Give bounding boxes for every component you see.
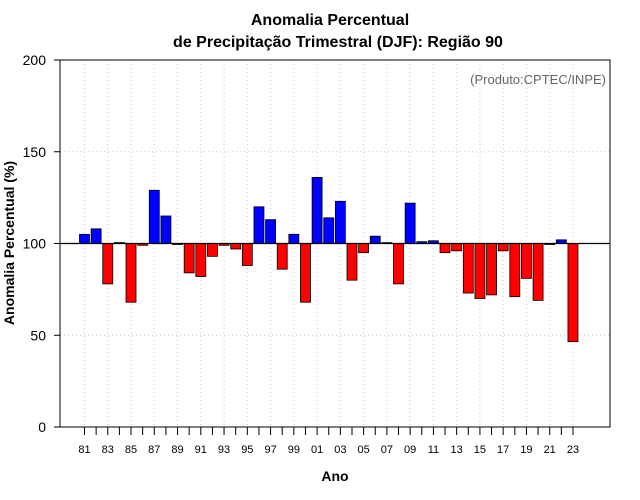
chart-title-line2: de Precipitação Trimestral (DJF): Região… <box>173 34 503 51</box>
x-tick-label: 89 <box>171 444 183 456</box>
x-axis-label: Ano <box>321 468 348 484</box>
x-tick-label: 95 <box>241 444 253 456</box>
x-tick-label: 13 <box>451 444 463 456</box>
bar-2020 <box>532 243 544 301</box>
bar-1983 <box>102 243 114 285</box>
x-axis: 81 83 85 87 89 91 93 95 97 99 01 03 05 07 09 11 13 15 17 19… <box>78 427 579 456</box>
x-tick-label: 19 <box>520 444 532 456</box>
bar-1991 <box>195 243 207 277</box>
x-tick-label: 21 <box>544 444 556 456</box>
bar-1988 <box>160 215 172 244</box>
bar-2008 <box>393 243 404 285</box>
bar-2012 <box>439 243 451 254</box>
bar-2019 <box>521 243 532 279</box>
x-tick-label: 99 <box>288 444 300 456</box>
bar-1990 <box>183 243 195 274</box>
x-tick-label: 09 <box>404 444 416 456</box>
bar-2004 <box>346 243 358 281</box>
bar-1987 <box>148 189 160 244</box>
bar-1992 <box>207 243 218 257</box>
bar-1995 <box>241 243 253 266</box>
y-axis-label: Anomalia Percentual (%) <box>1 161 17 325</box>
bar-2023 <box>567 243 579 343</box>
bar-2018 <box>509 243 521 298</box>
bar-1996 <box>253 206 265 244</box>
y-tick-label: 200 <box>23 52 47 68</box>
y-tick-label: 100 <box>23 236 47 252</box>
bar-2013 <box>451 243 463 252</box>
bar-2017 <box>497 243 509 252</box>
bar-2002 <box>323 217 335 244</box>
x-tick-label: 83 <box>102 444 114 456</box>
bar-2014 <box>462 243 474 294</box>
bar-1994 <box>230 243 242 250</box>
x-tick-label: 87 <box>148 444 160 456</box>
x-tick-label: 01 <box>311 444 323 456</box>
y-tick-label: 50 <box>30 327 46 343</box>
x-tick-label: 81 <box>78 444 90 456</box>
bar-2006 <box>369 235 381 244</box>
bar-1982 <box>90 228 102 244</box>
x-tick-label: 03 <box>334 444 346 456</box>
bar-1981 <box>79 233 90 244</box>
bar-1999 <box>288 233 300 244</box>
bar-1998 <box>276 243 288 270</box>
y-axis: 0 50 100 150 200 <box>23 52 60 435</box>
x-tick-label: 11 <box>428 444 439 456</box>
x-tick-label: 05 <box>357 444 369 456</box>
bar-2000 <box>300 243 311 303</box>
bar-2009 <box>404 202 416 244</box>
x-tick-label: 85 <box>125 444 137 456</box>
chart-title-line1: Anomalia Percentual <box>251 12 409 29</box>
x-tick-label: 91 <box>195 444 207 456</box>
x-tick-label: 97 <box>264 444 276 456</box>
bar-2005 <box>358 243 370 254</box>
x-tick-label: 17 <box>497 444 509 456</box>
bar-1997 <box>265 219 276 244</box>
x-tick-label: 07 <box>381 444 393 456</box>
bar-2016 <box>486 243 497 296</box>
x-tick-label: 93 <box>218 444 230 456</box>
y-tick-label: 0 <box>38 419 46 435</box>
bar-2001 <box>311 177 323 244</box>
bar-2003 <box>334 200 346 244</box>
y-tick-label: 150 <box>23 144 47 160</box>
bar-1985 <box>125 243 137 303</box>
bar-2015 <box>474 243 486 299</box>
x-tick-label: 15 <box>474 444 486 456</box>
x-tick-label: 23 <box>567 444 579 456</box>
bars-group <box>79 177 579 343</box>
credit-text: (Produto:CPTEC/INPE) <box>470 72 606 87</box>
